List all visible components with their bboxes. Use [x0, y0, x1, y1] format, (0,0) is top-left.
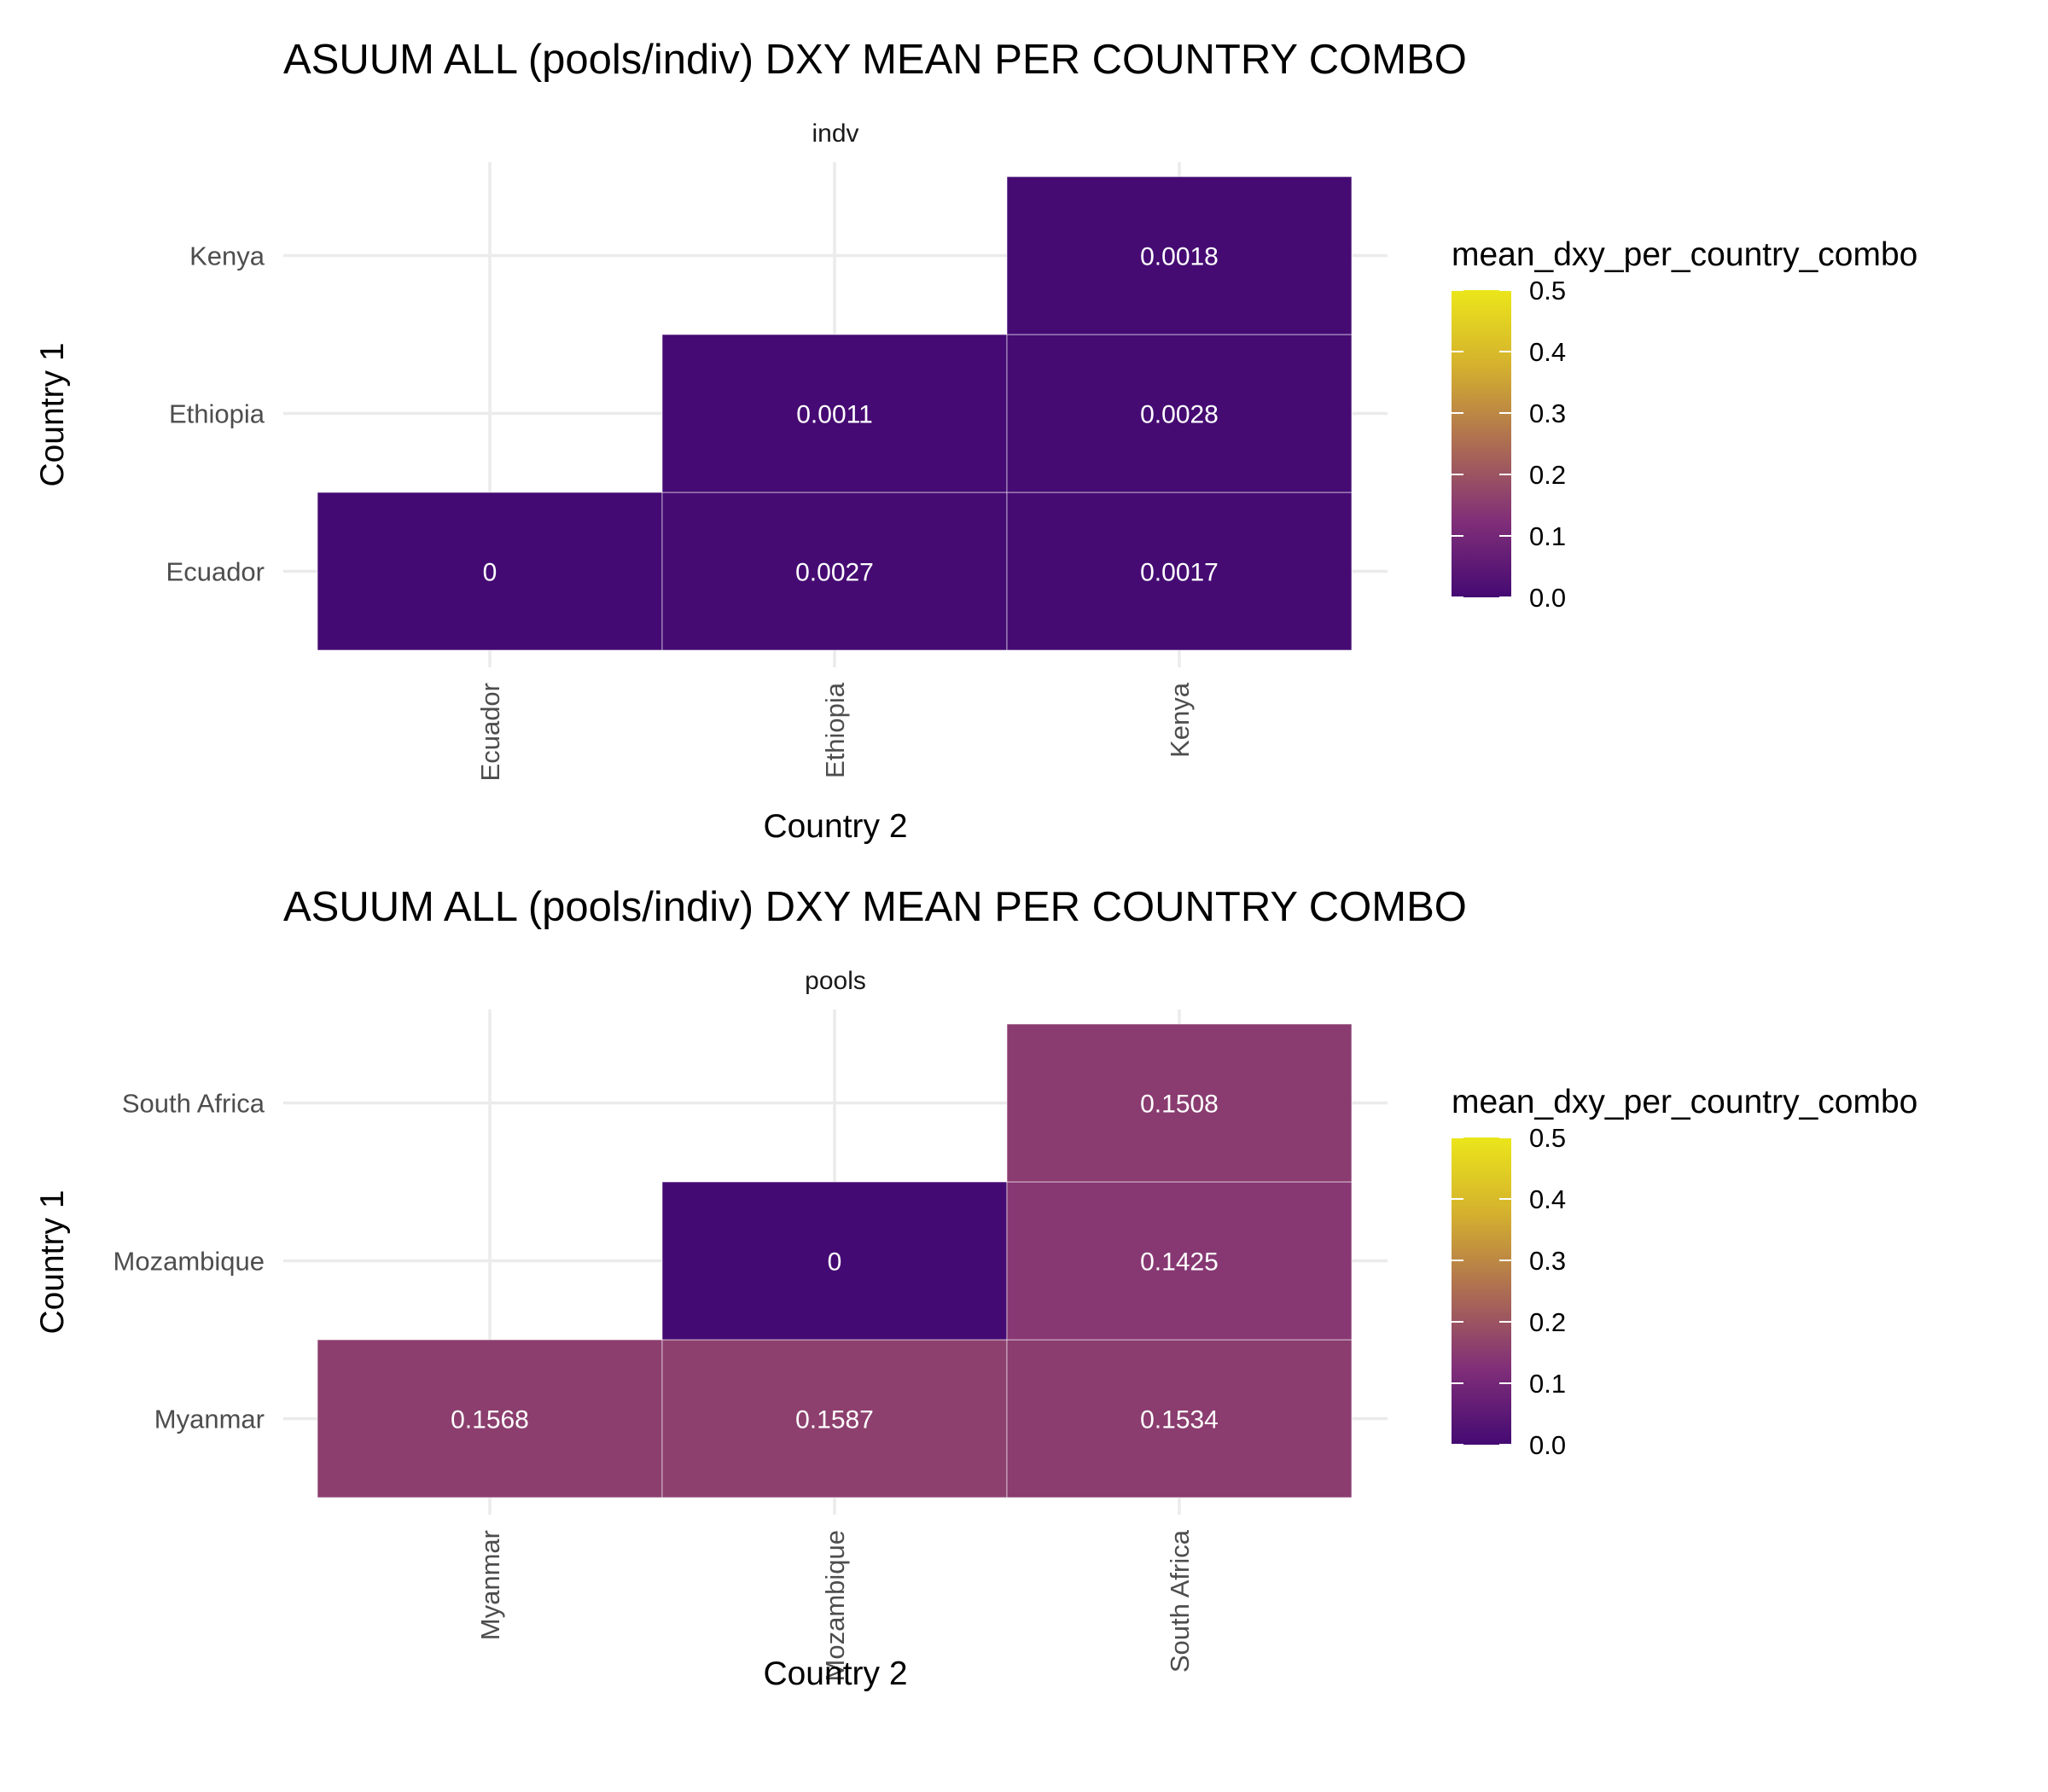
heatmap-cell — [1006, 176, 1353, 335]
heatmap-cell — [1006, 1023, 1353, 1183]
y-tick-label: South Africa — [122, 1089, 265, 1119]
cell-value-label: 0.1534 — [1140, 1406, 1219, 1434]
y-tick-label: Ecuador — [166, 557, 265, 587]
facet-strip-label: pools — [805, 967, 866, 995]
legend-tick-label: 0.5 — [1529, 276, 1566, 305]
y-tick-label: Ethiopia — [169, 399, 265, 429]
legend-colorbar — [1452, 290, 1511, 597]
heatmap-cell — [1006, 492, 1353, 651]
heatmap-cell — [661, 334, 1008, 493]
heatmap-cell — [317, 492, 663, 651]
y-tick-label: Myanmar — [154, 1405, 265, 1434]
heatmap-cell — [1006, 334, 1353, 493]
x-tick-label: Kenya — [1165, 682, 1195, 758]
x-tick-label: Mozambique — [820, 1530, 850, 1681]
cell-value-label: 0.0011 — [796, 401, 873, 429]
chart-title: ASUUM ALL (pools/indiv) DXY MEAN PER COU… — [283, 37, 1467, 83]
legend-tick-label: 0.1 — [1529, 521, 1566, 551]
x-tick-label: Myanmar — [475, 1530, 505, 1640]
legend-tick-label: 0.3 — [1529, 1246, 1566, 1276]
cell-value-label: 0.1425 — [1140, 1248, 1219, 1277]
cell-value-label: 0 — [828, 1248, 842, 1277]
legend-tick-label: 0.1 — [1529, 1369, 1566, 1399]
legend-tick-label: 0.0 — [1529, 1430, 1566, 1460]
chart-title: ASUUM ALL (pools/indiv) DXY MEAN PER COU… — [283, 884, 1467, 930]
cell-value-label: 0.1508 — [1140, 1091, 1219, 1119]
legend-colorbar — [1452, 1137, 1511, 1445]
y-tick-label: Kenya — [189, 241, 265, 271]
cell-value-label: 0.0018 — [1140, 243, 1219, 271]
cell-value-label: 0 — [483, 559, 497, 587]
y-tick-label: Mozambique — [113, 1247, 265, 1277]
legend-tick-label: 0.2 — [1529, 460, 1566, 490]
heatmap-cell — [1006, 1339, 1353, 1498]
legend-title: mean_dxy_per_country_combo — [1452, 1084, 1917, 1120]
x-tick-label: Ethiopia — [820, 682, 850, 778]
legend-tick-label: 0.2 — [1529, 1307, 1566, 1337]
legend-title: mean_dxy_per_country_combo — [1452, 236, 1917, 273]
cell-value-label: 0.0027 — [795, 559, 874, 587]
legend-tick-label: 0.3 — [1529, 399, 1566, 428]
heatmap-cell — [661, 1181, 1008, 1341]
x-axis-title: Country 2 — [763, 808, 907, 845]
cell-value-label: 0.0017 — [1140, 559, 1219, 587]
cell-value-label: 0.1587 — [795, 1406, 874, 1434]
heatmap-cell — [317, 1339, 663, 1498]
x-axis-title: Country 2 — [763, 1655, 907, 1692]
cell-value-label: 0.1568 — [451, 1406, 529, 1434]
legend-tick-label: 0.4 — [1529, 1184, 1566, 1214]
y-axis-title: Country 1 — [34, 342, 71, 486]
heatmap-cell — [661, 1339, 1008, 1498]
x-tick-label: South Africa — [1165, 1529, 1195, 1673]
x-tick-label: Ecuador — [475, 683, 505, 781]
legend-tick-label: 0.4 — [1529, 337, 1566, 367]
legend-tick-label: 0.5 — [1529, 1123, 1566, 1153]
y-axis-title: Country 1 — [34, 1190, 71, 1334]
cell-value-label: 0.0028 — [1140, 401, 1219, 429]
facet-strip-label: indv — [812, 119, 858, 148]
legend-tick-label: 0.0 — [1529, 583, 1566, 613]
heatmap-cell — [1006, 1181, 1353, 1341]
